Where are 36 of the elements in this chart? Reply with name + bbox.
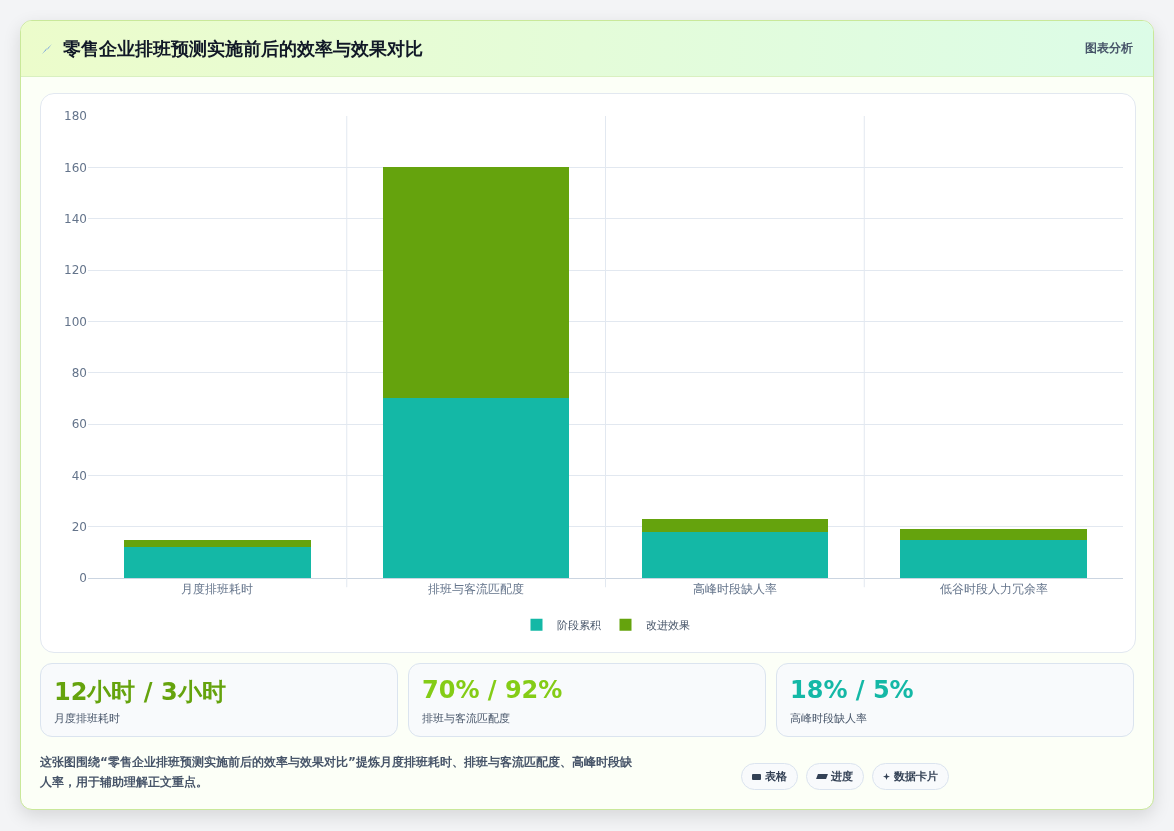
text: 数据卡片 [894,769,938,784]
bar [900,529,1087,540]
bar [124,547,311,578]
y-tick-label: 60 [71,417,87,432]
bar [641,531,829,578]
bar [382,398,570,578]
y-tick-label: 100 [64,314,87,329]
x-tick-label: 月度排班耗时 [181,582,254,597]
bar [900,539,1087,578]
text: 这张图围绕“零售企业排班预测实施前后的效率与效果对比”提炼月度排班耗时、排班与客流匹配度、高峰时段缺人率，用于辅助理解正文重点。 [40,754,633,791]
legend-label: 改进效果 [645,619,690,633]
y-tick-label: 20 [71,519,87,534]
legend-label: 阶段累积 [556,619,601,633]
chart-title: 零售企业排班预测实施前后的效率与效果对比 [63,36,423,61]
text: 进度 [831,769,853,784]
bar [124,539,311,548]
x-tick-label: 排班与客流匹配度 [428,582,525,597]
y-tick-label: 140 [64,211,87,226]
y-tick-label: 0 [79,571,87,586]
bar [641,518,829,532]
text: 18% / 5% [790,676,914,704]
y-tick-label: 160 [64,160,87,175]
text: 图表分析 [1085,40,1133,57]
x-tick-label: 低谷时段人力冗余率 [939,582,1048,597]
y-tick-label: 40 [71,468,87,483]
text: 12小时 / 3小时 [54,677,226,708]
y-tick-label: 80 [71,365,87,380]
text: 高峰时段缺人率 [790,711,867,726]
y-tick-label: 120 [64,263,87,278]
text: 月度排班耗时 [54,711,120,726]
text: 表格 [765,769,787,784]
y-tick-label: 180 [64,109,87,124]
bar [382,167,570,399]
x-tick-label: 高峰时段缺人率 [692,582,777,597]
text: 70% / 92% [422,676,563,704]
text: 排班与客流匹配度 [422,711,510,726]
